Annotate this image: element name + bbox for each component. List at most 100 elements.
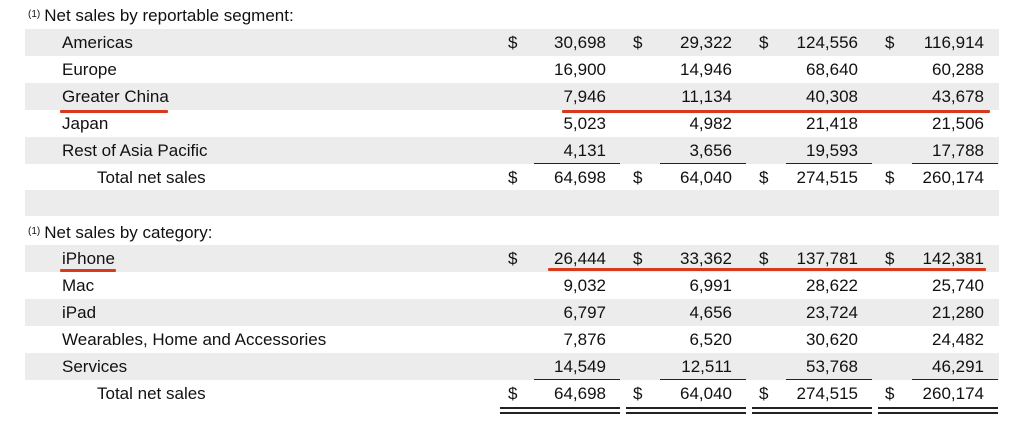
value-cell: 14,946 bbox=[680, 60, 732, 79]
value-cell: 4,656 bbox=[689, 303, 732, 322]
currency-symbol: $ bbox=[633, 249, 643, 268]
value-cell: 43,678 bbox=[932, 87, 984, 106]
row-label: Japan bbox=[62, 114, 109, 133]
highlight-underline-greater-china-values bbox=[562, 110, 990, 113]
value-cell: 19,593 bbox=[806, 141, 858, 160]
value-cell: 68,640 bbox=[806, 60, 858, 79]
total-value-cell: 64,698 bbox=[554, 168, 606, 187]
subtotal-rule bbox=[534, 379, 620, 380]
subtotal-rule bbox=[912, 379, 998, 380]
row-label: Europe bbox=[62, 60, 117, 79]
total-label: Total net sales bbox=[97, 384, 206, 403]
value-cell: 142,381 bbox=[922, 249, 984, 268]
table-row: Japan 5,023 4,982 21,418 21,506 bbox=[25, 110, 999, 137]
highlight-underline-iphone-values bbox=[548, 268, 986, 271]
table-row: iPhone $26,444 $33,362 $137,781 $142,381 bbox=[25, 245, 999, 272]
highlight-underline-greater-china-label bbox=[60, 110, 168, 113]
currency-symbol: $ bbox=[885, 249, 895, 268]
currency-symbol: $ bbox=[759, 168, 769, 187]
row-label: Services bbox=[62, 357, 128, 376]
subtotal-rule bbox=[534, 163, 620, 164]
currency-symbol: $ bbox=[633, 384, 643, 403]
table-row: Services 14,549 12,511 53,768 46,291 bbox=[25, 353, 999, 380]
value-cell: 9,032 bbox=[563, 276, 606, 295]
subtotal-rule bbox=[660, 163, 746, 164]
row-label: iPad bbox=[62, 303, 97, 322]
value-cell: 4,131 bbox=[563, 141, 606, 160]
value-cell: 30,620 bbox=[806, 330, 858, 349]
value-cell: 29,322 bbox=[680, 33, 732, 52]
value-cell: 3,656 bbox=[689, 141, 732, 160]
currency-symbol: $ bbox=[759, 384, 769, 403]
category-title-text: Net sales by category: bbox=[44, 223, 213, 242]
row-label: Rest of Asia Pacific bbox=[62, 141, 208, 160]
row-label: Americas bbox=[62, 33, 133, 52]
segment-title-text: Net sales by reportable segment: bbox=[44, 6, 294, 25]
value-cell: 21,418 bbox=[806, 114, 858, 133]
currency-symbol: $ bbox=[508, 249, 518, 268]
value-cell: 11,134 bbox=[681, 87, 732, 106]
value-cell: 5,023 bbox=[563, 114, 606, 133]
total-row: Total net sales $64,698 $64,040 $274,515 $26… bbox=[25, 380, 999, 407]
table-row: iPad 6,797 4,656 23,724 21,280 bbox=[25, 299, 999, 326]
currency-symbol: $ bbox=[759, 249, 769, 268]
currency-symbol: $ bbox=[508, 168, 518, 187]
total-row: Total net sales $64,698 $64,040 $274,515 $26… bbox=[25, 164, 999, 191]
value-cell: 24,482 bbox=[932, 330, 984, 349]
value-cell: 14,549 bbox=[554, 357, 606, 376]
total-value-cell: 260,174 bbox=[922, 384, 984, 403]
currency-symbol: $ bbox=[759, 33, 769, 52]
total-value-cell: 64,040 bbox=[680, 384, 732, 403]
total-label: Total net sales bbox=[97, 168, 206, 187]
currency-symbol: $ bbox=[633, 33, 643, 52]
value-cell: 12,511 bbox=[681, 357, 732, 376]
total-double-rule bbox=[626, 407, 746, 414]
table-row: Wearables, Home and Accessories 7,876 6,52… bbox=[25, 326, 999, 353]
table-row: Americas $30,698 $29,322 $124,556 $116,914 bbox=[25, 29, 999, 56]
value-cell: 6,797 bbox=[563, 303, 606, 322]
currency-symbol: $ bbox=[885, 384, 895, 403]
value-cell: 21,280 bbox=[932, 303, 984, 322]
row-label: Wearables, Home and Accessories bbox=[62, 330, 327, 349]
value-cell: 7,946 bbox=[563, 87, 606, 106]
value-cell: 46,291 bbox=[932, 357, 984, 376]
footnote-marker: (1) bbox=[28, 226, 41, 237]
value-cell: 17,788 bbox=[932, 141, 984, 160]
table-row: Rest of Asia Pacific 4,131 3,656 19,593 17,7… bbox=[25, 137, 999, 164]
currency-symbol: $ bbox=[508, 33, 518, 52]
value-cell: 21,506 bbox=[932, 114, 984, 133]
currency-symbol: $ bbox=[885, 168, 895, 187]
value-cell: 124,556 bbox=[796, 33, 858, 52]
subtotal-rule bbox=[786, 163, 872, 164]
value-cell: 60,288 bbox=[932, 60, 984, 79]
total-value-cell: 260,174 bbox=[922, 168, 984, 187]
row-label: Greater China bbox=[62, 87, 169, 106]
value-cell: 6,991 bbox=[689, 276, 732, 295]
subtotal-rule bbox=[912, 163, 998, 164]
footnote-marker: (1) bbox=[28, 9, 41, 20]
value-cell: 116,914 bbox=[923, 33, 984, 52]
subtotal-rule bbox=[786, 379, 872, 380]
currency-symbol: $ bbox=[508, 384, 518, 403]
section-spacer bbox=[25, 190, 999, 216]
value-cell: 16,900 bbox=[554, 60, 606, 79]
value-cell: 26,444 bbox=[554, 249, 606, 268]
table-row: Europe 16,900 14,946 68,640 60,288 bbox=[25, 56, 999, 83]
subtotal-rule bbox=[660, 379, 746, 380]
segment-section-title: (1) Net sales by reportable segment: bbox=[28, 4, 294, 28]
value-cell: 53,768 bbox=[806, 357, 858, 376]
value-cell: 137,781 bbox=[796, 249, 858, 268]
total-value-cell: 274,515 bbox=[796, 384, 858, 403]
value-cell: 28,622 bbox=[806, 276, 858, 295]
table-row: Mac 9,032 6,991 28,622 25,740 bbox=[25, 272, 999, 299]
row-label: Mac bbox=[62, 276, 95, 295]
currency-symbol: $ bbox=[633, 168, 643, 187]
total-double-rule bbox=[752, 407, 872, 414]
total-value-cell: 64,040 bbox=[680, 168, 732, 187]
value-cell: 33,362 bbox=[680, 249, 732, 268]
table-row: Greater China 7,946 11,134 40,308 43,678 bbox=[25, 83, 999, 110]
category-section-title: (1) Net sales by category: bbox=[28, 221, 212, 245]
value-cell: 4,982 bbox=[689, 114, 732, 133]
total-double-rule bbox=[878, 407, 998, 414]
currency-symbol: $ bbox=[885, 33, 895, 52]
